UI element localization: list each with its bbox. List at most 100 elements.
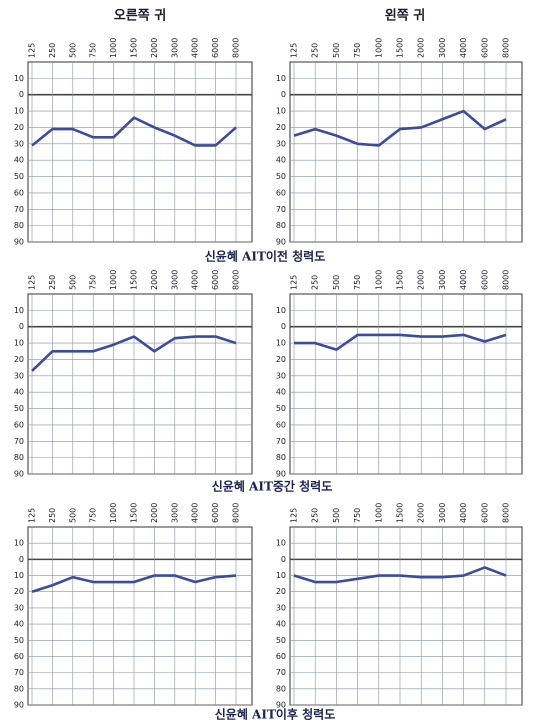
x-tick-label: 125 [290,275,299,290]
y-tick-label: 40 [14,620,24,629]
x-tick-label: 1500 [130,270,139,290]
x-tick-label: 250 [48,43,57,58]
x-tick-label: 750 [89,508,98,523]
y-tick-label: 60 [276,420,286,429]
y-tick-label: 50 [14,636,24,645]
x-tick-label: 6000 [211,38,220,58]
hearing-line [293,109,507,147]
y-tick-label: 90 [14,238,24,247]
x-tick-label: 8000 [502,270,511,290]
x-tick-label: 2000 [417,270,426,290]
x-tick-label: 2000 [150,503,159,523]
x-tick-label: 500 [68,43,77,58]
y-tick-label: 0 [281,90,286,99]
hearing-line [293,566,507,584]
y-tick-label: 90 [276,470,286,479]
y-tick-label: 0 [281,322,286,331]
plot-frame [289,526,523,706]
y-tick-label: 10 [276,339,286,348]
y-tick-label: 80 [14,221,24,230]
y-tick-label: 10 [14,306,24,315]
y-tick-label: 30 [14,371,24,380]
y-tick-label: 20 [14,587,24,596]
column-title: 오른쪽 귀 [114,8,166,24]
x-tick-label: 3000 [438,270,447,290]
x-tick-label: 4000 [459,503,468,523]
y-tick-label: 10 [14,339,24,348]
x-tick-label: 125 [28,508,37,523]
y-tick-label: 40 [276,388,286,397]
x-tick-label: 1500 [130,38,139,58]
x-tick-label: 3000 [170,270,179,290]
y-tick-label: 80 [14,453,24,462]
hearing-line [294,333,507,351]
y-tick-label: 50 [276,172,286,181]
y-tick-label: 10 [276,74,286,83]
x-tick-label: 4000 [191,270,200,290]
row-caption: 신윤혜 AIT중간 청력도 [212,479,333,494]
x-tick-label: 750 [89,43,98,58]
x-tick-label: 6000 [480,503,489,523]
y-tick-label: 30 [14,603,24,612]
hearing-line [31,335,237,372]
y-tick-label: 10 [276,571,286,580]
y-tick-label: 70 [14,668,24,677]
y-tick-label: 90 [276,238,286,247]
x-tick-label: 1500 [396,503,405,523]
plot-frame [27,61,253,243]
y-tick-label: 80 [276,453,286,462]
y-tick-label: 80 [276,221,286,230]
row-caption: 신윤혜 AIT이후 청력도 [215,707,336,722]
x-tick-label: 1000 [109,38,118,58]
x-tick-label: 1000 [109,270,118,290]
x-tick-label: 250 [48,275,57,290]
x-tick-label: 1500 [130,503,139,523]
x-tick-label: 500 [68,275,77,290]
x-tick-label: 2000 [150,270,159,290]
y-tick-label: 20 [14,355,24,364]
y-tick-label: 10 [14,571,24,580]
x-tick-label: 4000 [191,503,200,523]
x-tick-label: 1000 [374,503,383,523]
y-tick-label: 70 [276,205,286,214]
y-tick-label: 50 [276,404,286,413]
y-tick-label: 60 [276,188,286,197]
y-tick-label: 50 [14,172,24,181]
x-tick-label: 1000 [374,38,383,58]
x-tick-label: 500 [332,508,341,523]
x-tick-label: 2000 [150,38,159,58]
y-tick-label: 80 [276,684,286,693]
x-tick-label: 4000 [191,38,200,58]
plot-frame [27,526,253,706]
x-tick-label: 6000 [211,503,220,523]
y-tick-label: 60 [14,420,24,429]
x-tick-label: 1500 [396,270,405,290]
x-tick-label: 6000 [480,270,489,290]
y-tick-label: 40 [14,388,24,397]
y-tick-label: 10 [14,107,24,116]
y-tick-label: 0 [19,322,24,331]
y-tick-label: 30 [276,371,286,380]
y-tick-label: 20 [276,587,286,596]
hearing-line [31,116,237,147]
x-tick-label: 500 [332,275,341,290]
x-tick-label: 250 [311,275,320,290]
x-tick-label: 8000 [232,270,241,290]
x-tick-label: 2000 [417,38,426,58]
x-tick-label: 1500 [396,38,405,58]
x-tick-label: 4000 [459,270,468,290]
y-tick-label: 40 [276,620,286,629]
x-tick-label: 125 [28,275,37,290]
y-tick-label: 0 [19,90,24,99]
y-tick-label: 10 [14,74,24,83]
y-tick-label: 50 [14,404,24,413]
y-tick-label: 40 [276,156,286,165]
y-tick-label: 0 [281,555,286,564]
y-tick-label: 70 [14,437,24,446]
x-tick-label: 3000 [438,38,447,58]
y-tick-label: 60 [14,188,24,197]
y-tick-label: 10 [14,539,24,548]
x-tick-label: 4000 [459,38,468,58]
x-tick-label: 8000 [232,503,241,523]
x-tick-label: 1000 [109,503,118,523]
